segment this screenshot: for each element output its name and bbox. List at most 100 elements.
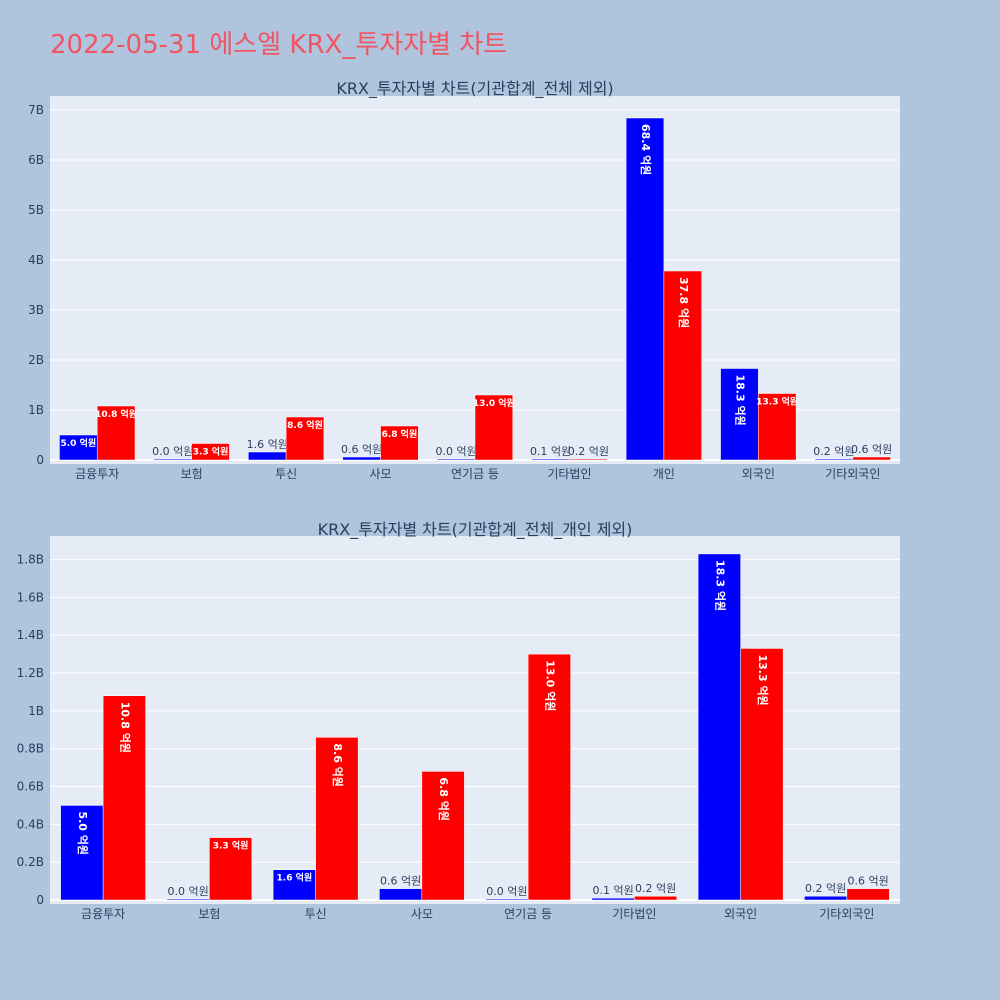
x-tick-label: 개인 [653, 467, 675, 480]
bar [153, 458, 192, 461]
data-label: 0.1 억원 [593, 884, 634, 897]
x-tick-label: 연기금 등 [504, 907, 552, 920]
data-label: 5.0 억원 [76, 811, 90, 855]
x-tick-label: 기타외국인 [819, 907, 874, 920]
x-tick-label: 투신 [275, 467, 297, 480]
bar [625, 117, 665, 461]
data-label: 6.8 억원 [437, 777, 451, 821]
data-label: 0.0 억원 [168, 885, 209, 898]
y-tick-label: 1.6B [17, 590, 44, 604]
data-label: 1.6 억원 [247, 438, 288, 451]
data-label: 10.8 억원 [118, 702, 132, 753]
bar [846, 888, 890, 901]
bar [436, 458, 476, 461]
data-label: 68.4 억원 [639, 124, 653, 175]
data-label: 0.1 억원 [530, 445, 571, 458]
bar [60, 805, 104, 901]
y-tick-label: 7B [28, 103, 44, 117]
y-tick-label: 1.8B [17, 553, 44, 567]
y-tick-label: 1B [28, 403, 44, 417]
bar [474, 394, 514, 461]
data-label: 0.0 억원 [435, 445, 476, 458]
data-label: 0.6 억원 [341, 443, 382, 456]
data-label: 8.6 억원 [331, 743, 345, 787]
data-label: 18.3 억원 [733, 375, 747, 426]
data-label: 5.0 억원 [61, 437, 97, 449]
x-tick-label: 금융투자 [75, 467, 119, 480]
bar [191, 443, 230, 461]
data-label: 0.6 억원 [848, 875, 889, 888]
data-label: 10.8 억원 [95, 408, 137, 420]
bar [591, 897, 635, 901]
x-tick-label: 연기금 등 [451, 467, 499, 480]
data-label: 3.3 억원 [193, 446, 229, 458]
y-tick-label: 0.2B [17, 855, 44, 869]
bar [697, 553, 741, 901]
bar [248, 451, 287, 461]
bar [166, 898, 210, 901]
bar [758, 393, 797, 461]
bar [852, 456, 891, 461]
bar [527, 653, 571, 901]
y-tick-label: 2B [28, 353, 44, 367]
y-tick-label: 1.2B [17, 666, 44, 680]
bar [804, 895, 848, 901]
y-tick-label: 6B [28, 153, 44, 167]
y-tick-label: 0 [36, 893, 44, 907]
bar [634, 895, 678, 901]
y-tick-label: 0.8B [17, 742, 44, 756]
y-tick-label: 5B [28, 203, 44, 217]
bar [380, 425, 419, 461]
x-tick-label: 사모 [411, 907, 433, 920]
data-label: 0.2 억원 [813, 445, 854, 458]
bar [102, 695, 146, 901]
bar [96, 405, 136, 461]
data-label: 0.0 억원 [152, 445, 193, 458]
x-tick-label: 투신 [305, 907, 327, 920]
bar [663, 270, 702, 461]
x-tick-label: 기타법인 [547, 467, 591, 480]
x-tick-label: 외국인 [742, 467, 775, 480]
page-title: 2022-05-31 에스엘 KRX_투자자별 차트 [50, 30, 508, 60]
data-label: 13.3 억원 [756, 654, 770, 705]
chart-title: KRX_투자자별 차트(기관합계_전체 제외) [336, 79, 613, 99]
data-label: 1.6 억원 [277, 872, 313, 884]
bar [421, 771, 465, 901]
data-label: 37.8 억원 [677, 277, 691, 328]
bar [814, 458, 854, 461]
y-tick-label: 0.4B [17, 817, 44, 831]
bar [485, 898, 529, 901]
data-label: 3.3 억원 [213, 840, 249, 852]
bar [740, 648, 784, 901]
bar [272, 869, 316, 901]
x-tick-label: 보험 [181, 467, 203, 480]
bar [379, 888, 423, 901]
x-tick-label: 사모 [370, 467, 392, 480]
y-tick-label: 3B [28, 303, 44, 317]
data-label: 8.6 억원 [287, 419, 323, 431]
data-label: 13.0 억원 [543, 660, 557, 711]
chart-bottom: KRX_투자자별 차트(기관합계_전체_개인 제외) 0 0.2B 0.4B 0.6B 0… [17, 520, 900, 920]
data-label: 6.8 억원 [382, 428, 418, 440]
data-label: 13.3 억원 [756, 396, 798, 408]
chart-title: KRX_투자자별 차트(기관합계_전체_개인 제외) [318, 520, 633, 540]
chart-top: KRX_투자자별 차트(기관합계_전체 제외) 0 1B 2B 3B 4B 5B 6B 7B 금융… [28, 79, 900, 480]
bar [59, 434, 98, 461]
data-label: 0.2 억원 [568, 445, 609, 458]
data-label: 0.2 억원 [805, 882, 846, 895]
y-tick-label: 4B [28, 253, 44, 267]
y-tick-label: 0 [36, 453, 44, 467]
y-tick-label: 0.6B [17, 780, 44, 794]
bar [569, 458, 608, 461]
data-label: 0.2 억원 [635, 882, 676, 895]
data-label: 0.6 억원 [380, 875, 421, 888]
x-tick-label: 외국인 [724, 907, 757, 920]
data-label: 0.6 억원 [851, 443, 892, 456]
data-label: 13.0 억원 [473, 397, 515, 409]
bar [209, 837, 253, 901]
x-tick-label: 기타법인 [612, 907, 656, 920]
data-label: 18.3 억원 [713, 560, 727, 611]
y-tick-label: 1.4B [17, 628, 44, 642]
bar [720, 368, 759, 461]
bar [285, 416, 325, 461]
